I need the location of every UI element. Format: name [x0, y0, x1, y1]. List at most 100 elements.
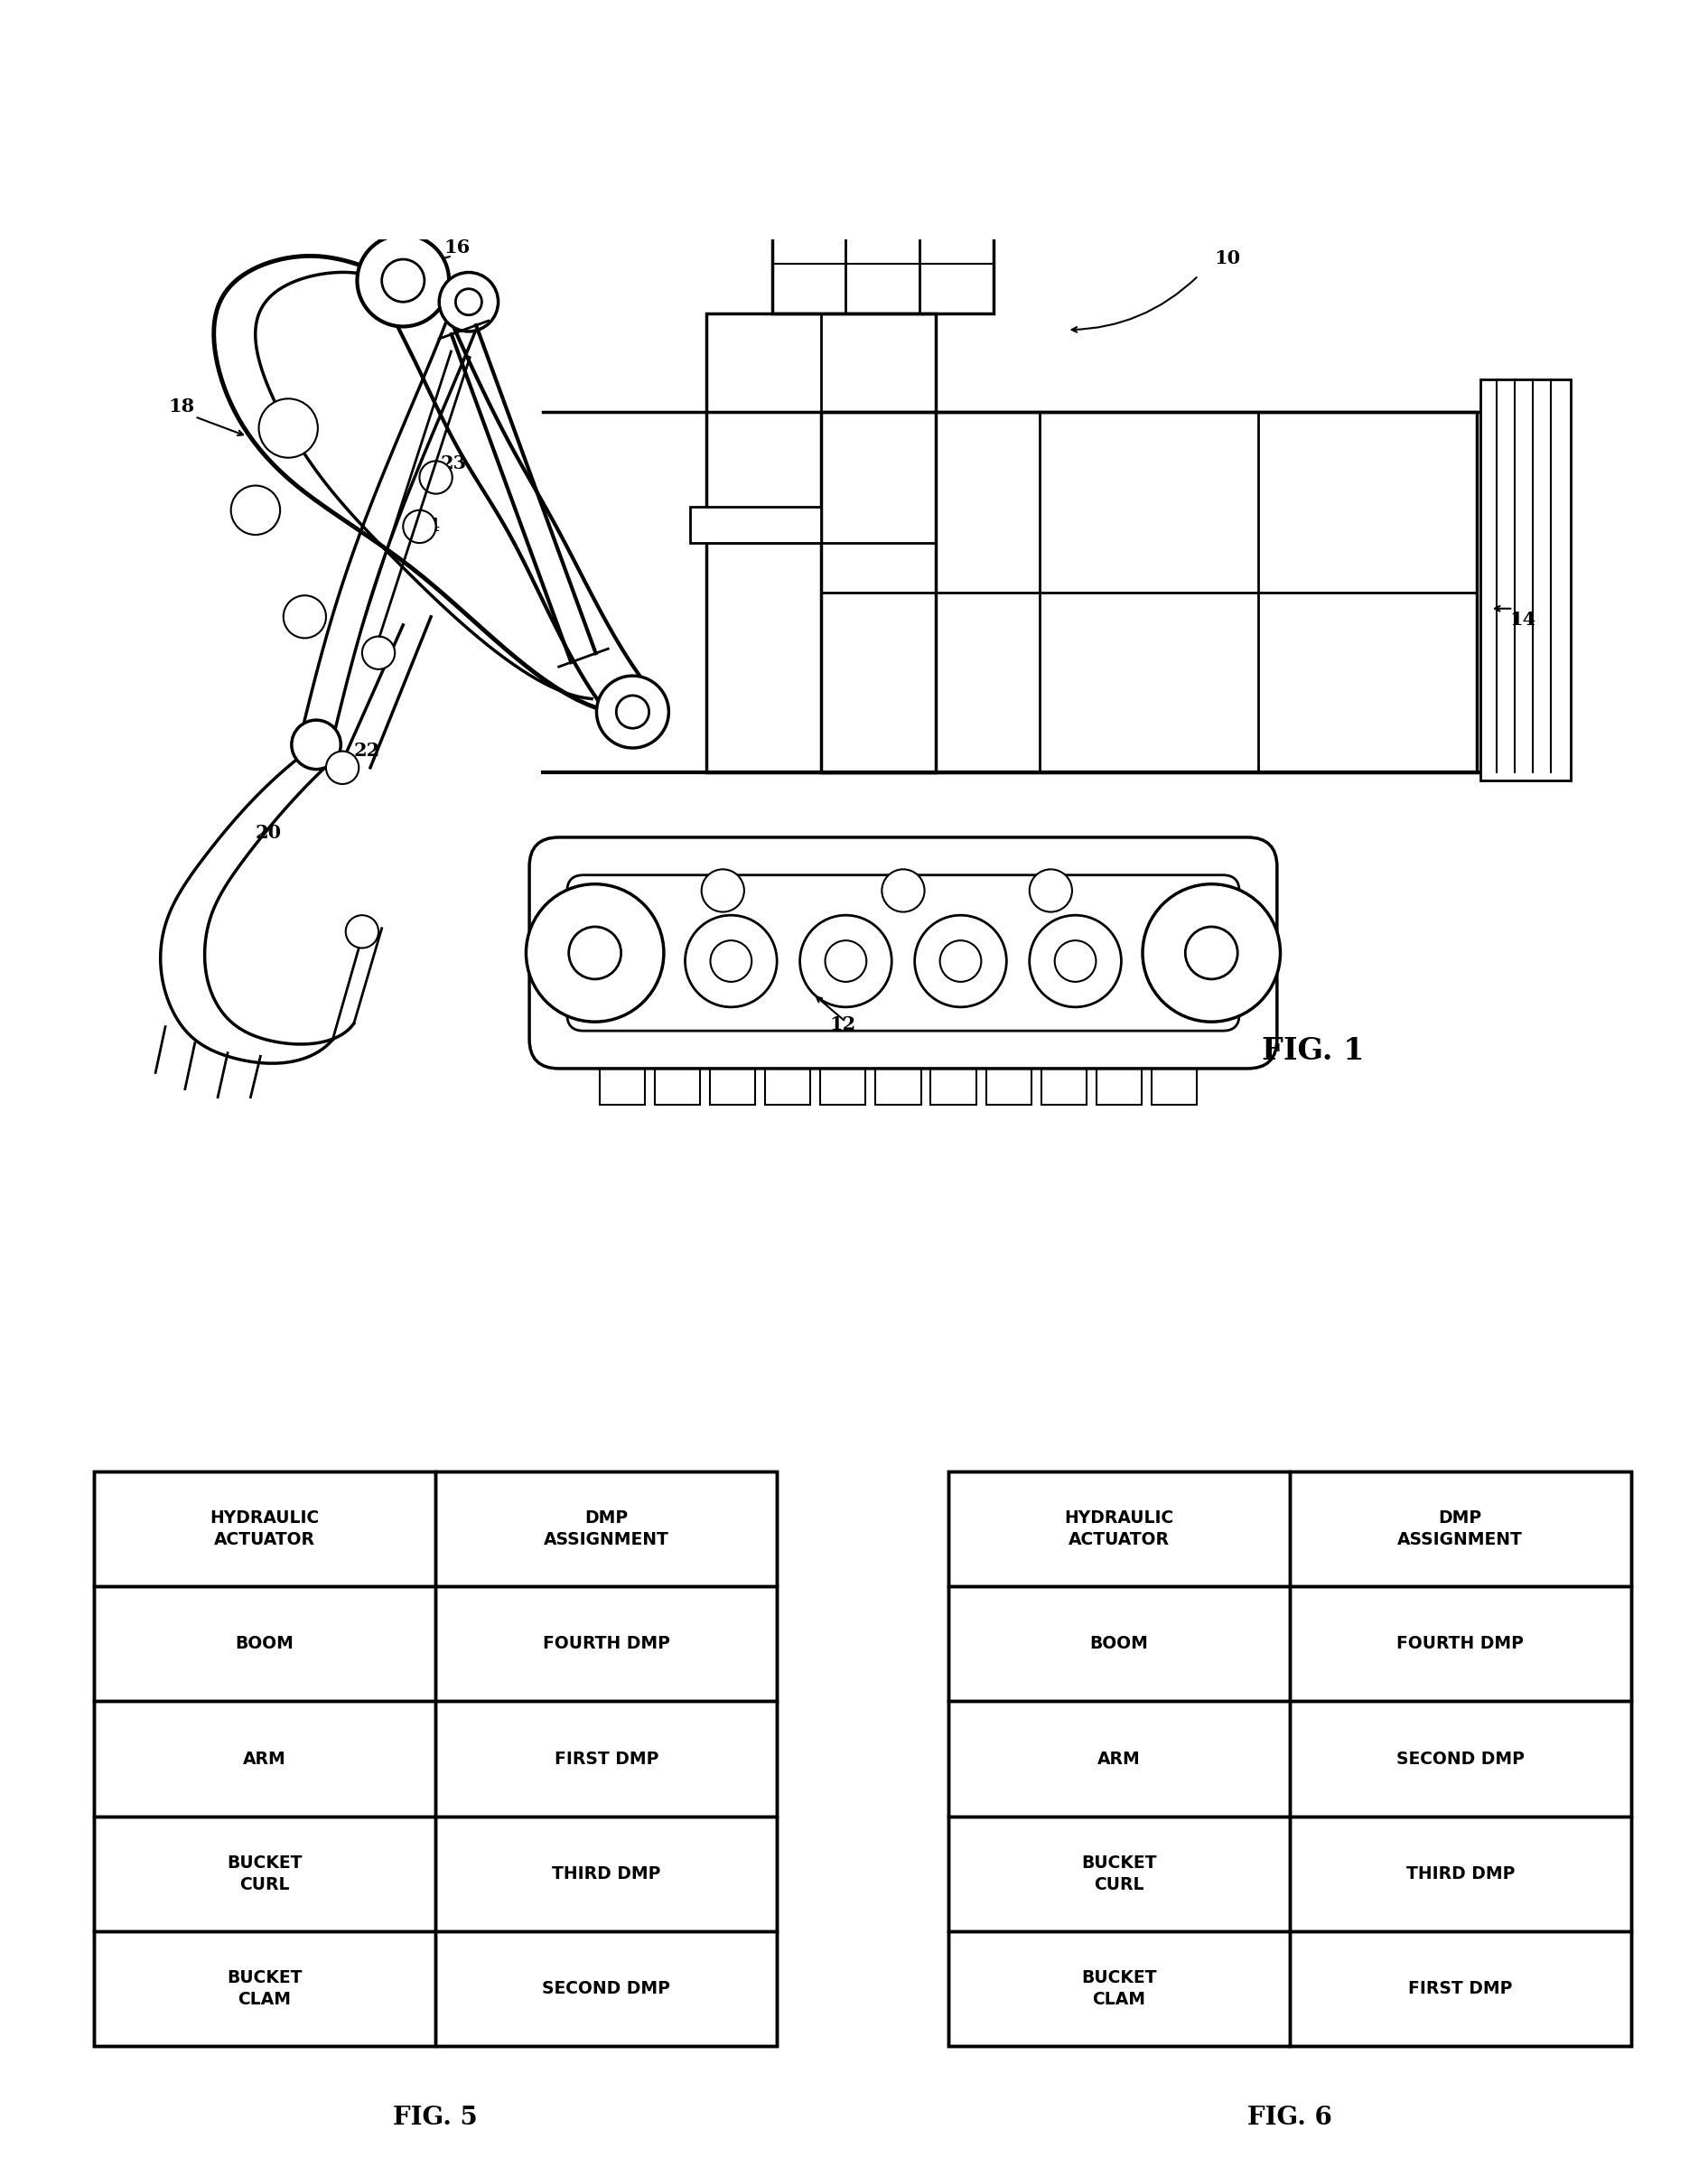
Circle shape — [915, 915, 1006, 1008]
Bar — [948, 1472, 1631, 2046]
Bar — [765, 1068, 811, 1105]
Circle shape — [881, 870, 924, 913]
Bar — [94, 1472, 777, 2046]
Circle shape — [1030, 915, 1120, 1008]
Bar — [94, 1586, 436, 1701]
Text: BUCKET
CLAM: BUCKET CLAM — [1081, 1970, 1156, 2007]
Text: 16: 16 — [444, 237, 470, 257]
Bar — [94, 1931, 436, 2046]
Circle shape — [231, 486, 280, 535]
Text: HYDRAULIC
ACTUATOR: HYDRAULIC ACTUATOR — [210, 1511, 319, 1547]
Text: 12: 12 — [830, 1016, 856, 1034]
Circle shape — [383, 259, 424, 302]
Circle shape — [326, 751, 359, 783]
Circle shape — [711, 941, 752, 982]
Text: 20: 20 — [256, 824, 282, 842]
Bar — [436, 1817, 777, 1931]
Circle shape — [702, 870, 745, 913]
Bar — [600, 1068, 646, 1105]
Text: 22: 22 — [354, 742, 381, 760]
Bar — [1290, 1586, 1631, 1701]
Bar — [690, 507, 822, 544]
Bar — [772, 216, 994, 313]
Bar — [822, 412, 1477, 773]
Bar — [1290, 1931, 1631, 2046]
Bar — [931, 1068, 975, 1105]
Bar — [436, 1931, 777, 2046]
Circle shape — [685, 915, 777, 1008]
Circle shape — [825, 941, 866, 982]
Text: HYDRAULIC
ACTUATOR: HYDRAULIC ACTUATOR — [1064, 1511, 1173, 1547]
Bar — [1151, 1068, 1197, 1105]
Text: 18: 18 — [169, 397, 195, 414]
Bar — [948, 1817, 1290, 1931]
Text: FOURTH DMP: FOURTH DMP — [543, 1636, 670, 1653]
Circle shape — [1185, 926, 1238, 980]
Text: THIRD DMP: THIRD DMP — [1406, 1865, 1515, 1882]
Circle shape — [284, 596, 326, 639]
Circle shape — [939, 941, 980, 982]
Bar — [436, 1472, 777, 1586]
Circle shape — [1056, 941, 1097, 982]
Text: 14: 14 — [1510, 611, 1535, 628]
Text: DMP
ASSIGNMENT: DMP ASSIGNMENT — [543, 1511, 670, 1547]
Circle shape — [1030, 870, 1073, 913]
Bar — [986, 1068, 1032, 1105]
Text: FIG. 1: FIG. 1 — [1262, 1036, 1365, 1066]
Bar — [948, 1472, 1290, 1586]
Circle shape — [362, 637, 395, 669]
Text: BUCKET
CURL: BUCKET CURL — [1081, 1854, 1156, 1893]
Circle shape — [345, 915, 379, 947]
Bar — [820, 1068, 866, 1105]
Bar — [876, 1068, 921, 1105]
Text: ARM: ARM — [243, 1750, 287, 1767]
Circle shape — [456, 289, 482, 315]
Circle shape — [569, 926, 622, 980]
Bar — [1290, 1817, 1631, 1931]
Circle shape — [357, 235, 449, 326]
Text: 24: 24 — [415, 518, 441, 535]
Text: 10: 10 — [1214, 250, 1242, 268]
Circle shape — [260, 399, 318, 457]
Bar — [1097, 1068, 1141, 1105]
Bar — [1290, 1701, 1631, 1817]
Bar — [654, 1068, 700, 1105]
Circle shape — [799, 915, 892, 1008]
Text: FIG. 5: FIG. 5 — [393, 2106, 478, 2130]
Circle shape — [420, 462, 453, 494]
Bar — [436, 1701, 777, 1817]
Text: SECOND DMP: SECOND DMP — [541, 1981, 671, 1998]
Text: BOOM: BOOM — [1090, 1636, 1148, 1653]
Text: BUCKET
CLAM: BUCKET CLAM — [227, 1970, 302, 2007]
Bar — [707, 313, 936, 773]
Circle shape — [596, 675, 670, 749]
Circle shape — [403, 509, 436, 544]
Text: ARM: ARM — [1097, 1750, 1141, 1767]
Text: 23: 23 — [441, 455, 466, 473]
Bar — [1042, 1068, 1086, 1105]
Bar — [948, 1701, 1290, 1817]
Text: FIRST DMP: FIRST DMP — [1407, 1981, 1513, 1998]
Text: DMP
ASSIGNMENT: DMP ASSIGNMENT — [1397, 1511, 1524, 1547]
Circle shape — [1143, 885, 1281, 1021]
Bar — [436, 1586, 777, 1701]
Circle shape — [439, 272, 499, 332]
Bar — [1481, 380, 1571, 781]
Circle shape — [526, 885, 664, 1021]
Text: FOURTH DMP: FOURTH DMP — [1397, 1636, 1524, 1653]
Bar — [94, 1817, 436, 1931]
Text: FIG. 6: FIG. 6 — [1247, 2106, 1332, 2130]
Text: BUCKET
CURL: BUCKET CURL — [227, 1854, 302, 1893]
Bar — [948, 1931, 1290, 2046]
Circle shape — [617, 695, 649, 727]
Text: SECOND DMP: SECOND DMP — [1395, 1750, 1525, 1767]
Text: FIRST DMP: FIRST DMP — [553, 1750, 659, 1767]
Bar — [94, 1472, 436, 1586]
Circle shape — [292, 721, 342, 768]
Bar — [94, 1701, 436, 1817]
Bar — [948, 1586, 1290, 1701]
Text: THIRD DMP: THIRD DMP — [552, 1865, 661, 1882]
Bar — [711, 1068, 755, 1105]
Bar — [1290, 1472, 1631, 1586]
Text: BOOM: BOOM — [236, 1636, 294, 1653]
